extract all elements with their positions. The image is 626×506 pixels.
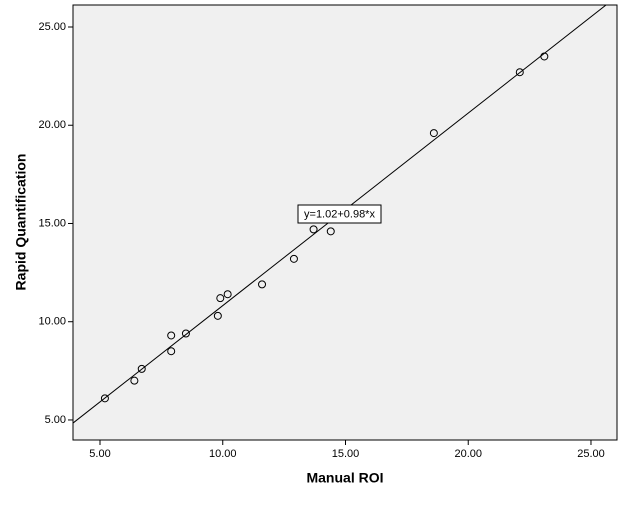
y-axis-label: Rapid Quantification [13,154,29,291]
point [167,347,176,356]
x-tick-label: 5.00 [89,448,110,460]
y-tick-label: 25.00 [38,21,66,33]
x-axis-label: Manual ROI [306,470,383,486]
y-tick-label: 15.00 [38,217,66,229]
x-tick-label: 25.00 [577,448,605,460]
x-tick-label: 20.00 [454,448,482,460]
regression-label: y=1.02+0.98*x [304,208,375,220]
annotation-box [297,204,382,224]
point [137,364,146,373]
y-tick-label: 5.00 [45,414,66,426]
plot-layer: 5.00 10.00 15.00 20.00 25.00 5.00 10.00 15.00 20… [38,5,607,460]
x-tick-label: 15.00 [332,448,360,460]
point [326,227,335,236]
point [213,311,222,320]
point [181,329,190,338]
point [216,294,225,303]
point [223,290,232,299]
point [130,376,139,385]
y-tick-label: 10.00 [38,316,66,328]
y-tick-label: 20.00 [38,119,66,131]
point [429,129,438,138]
point [100,394,109,403]
point [515,68,524,77]
point [258,280,267,289]
point [309,225,318,234]
point [540,52,549,61]
x-tick-label: 10.00 [209,448,237,460]
point [289,254,298,263]
point [167,331,176,340]
